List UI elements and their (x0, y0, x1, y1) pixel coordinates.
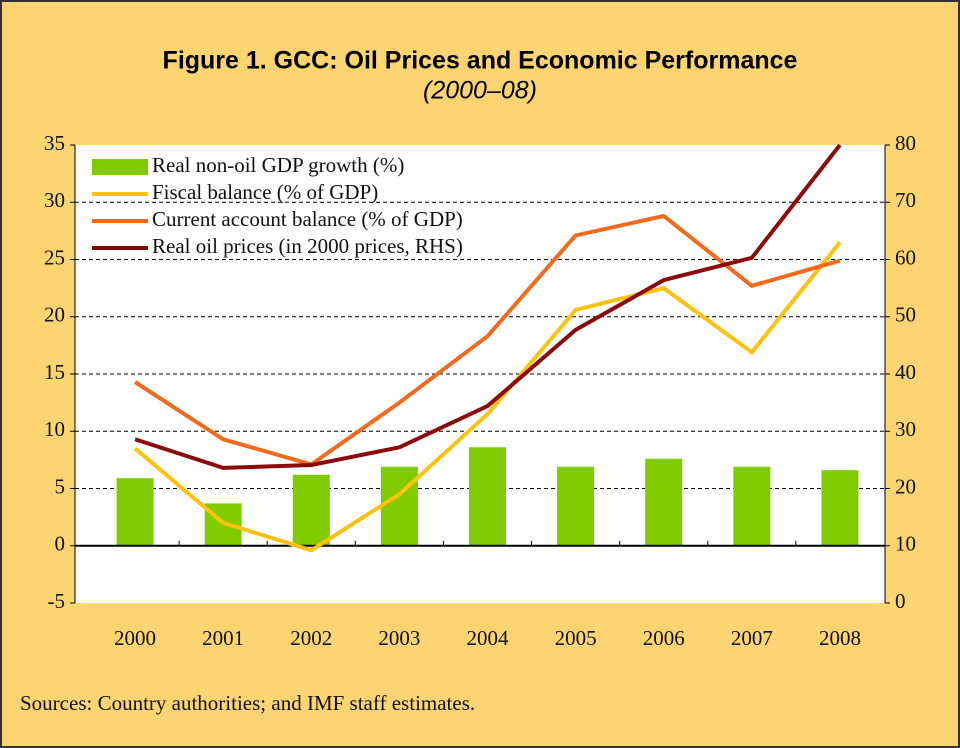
x-tick-label: 2000 (114, 626, 156, 650)
y-tick-label: 0 (55, 532, 66, 556)
y2-tick-label: 70 (895, 188, 916, 212)
y2-tick-label: 0 (895, 589, 906, 613)
line-series (133, 213, 841, 467)
y-tick-label: 20 (44, 303, 65, 327)
bar (116, 478, 154, 546)
y-tick-label: 35 (44, 131, 65, 155)
bar (733, 466, 771, 546)
y-tick-label: 10 (44, 417, 65, 441)
bar (380, 466, 418, 546)
y2-tick-label: 40 (895, 360, 916, 384)
legend-label: Real oil prices (in 2000 prices, RHS) (152, 234, 463, 258)
line-series (133, 241, 842, 553)
x-tick-label: 2006 (643, 626, 685, 650)
line-series (134, 143, 842, 470)
y2-tick-label: 80 (895, 131, 916, 155)
legend-label: Real non-oil GDP growth (%) (152, 153, 404, 177)
x-tick-label: 2005 (555, 626, 597, 650)
x-tick-label: 2003 (378, 626, 420, 650)
legend-label: Current account balance (% of GDP) (152, 207, 463, 231)
x-tick-label: 2001 (202, 626, 244, 650)
bar (468, 447, 507, 546)
bar (557, 466, 595, 546)
y-tick-label: 5 (55, 474, 66, 498)
chart-title: Figure 1. GCC: Oil Prices and Economic P… (163, 47, 798, 75)
y-tick-label: 30 (44, 188, 65, 212)
y-tick-label: -5 (48, 589, 66, 613)
source-note: Sources: Country authorities; and IMF st… (20, 691, 475, 715)
y2-tick-label: 20 (895, 474, 916, 498)
y2-tick-label: 60 (895, 245, 916, 269)
y-tick-label: 25 (44, 245, 65, 269)
y2-tick-label: 30 (895, 417, 916, 441)
bar (292, 474, 330, 546)
legend-swatch (92, 159, 148, 175)
bar (821, 470, 859, 546)
x-tick-label: 2007 (731, 626, 773, 650)
y2-tick-label: 10 (895, 532, 916, 556)
chart-subtitle: (2000–08) (423, 77, 537, 105)
y-tick-label: 15 (44, 360, 65, 384)
y2-tick-label: 50 (895, 303, 916, 327)
bar (645, 458, 683, 546)
x-tick-label: 2002 (290, 626, 332, 650)
x-tick-label: 2004 (467, 626, 510, 650)
x-tick-label: 2008 (819, 626, 861, 650)
legend-label: Fiscal balance (% of GDP) (152, 180, 378, 204)
